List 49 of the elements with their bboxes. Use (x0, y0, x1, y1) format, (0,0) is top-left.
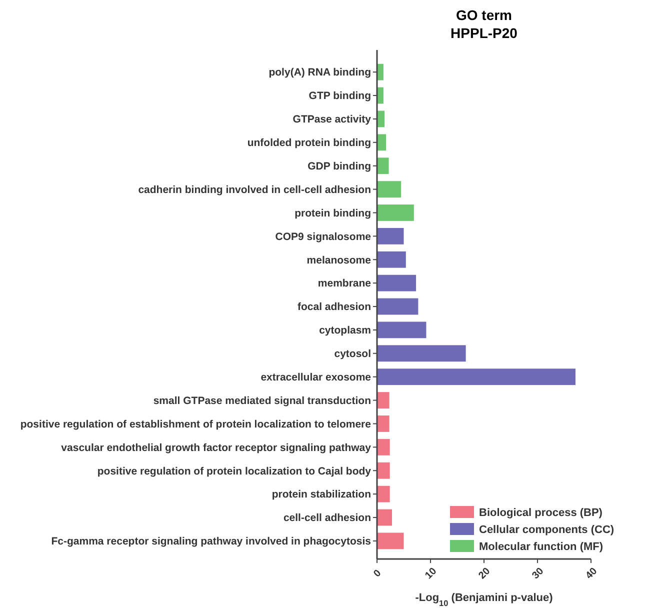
y-tick-label: cytoplasm (319, 324, 371, 337)
bar (377, 462, 390, 479)
bar (377, 228, 404, 244)
bar (377, 298, 418, 315)
y-tick-label: poly(A) RNA binding (268, 66, 371, 79)
chart-subtitle: HPPL-P20 (450, 25, 518, 41)
bar (377, 438, 390, 456)
y-tick-label: cytosol (334, 348, 372, 360)
bar (377, 416, 390, 432)
bar (377, 486, 390, 502)
y-tick-label: protein binding (294, 207, 371, 220)
y-tick-label: focal adhesion (297, 301, 371, 314)
x-tick-label: 40 (584, 566, 600, 582)
bar (377, 532, 404, 550)
x-tick-label: 20 (476, 566, 493, 582)
x-tick-label: 30 (530, 566, 546, 582)
y-tick-label: small GTPase mediated signal transduction (153, 394, 371, 407)
y-tick-label: membrane (318, 278, 372, 290)
x-axis-title: -Log$_{10}$ (Benjamini p-value) (415, 592, 554, 608)
y-tick-label: vascular endothelial growth factor receptor signaling pathway (61, 442, 372, 454)
y-tick-label: protein stabilization (272, 488, 371, 501)
y-tick-label: unfolded protein binding (247, 137, 371, 150)
bar (377, 322, 426, 338)
x-tick-label: 0 (372, 568, 384, 580)
legend-label: Biological process (BP) (479, 506, 603, 519)
bar (377, 181, 402, 198)
y-tick-label: extracellular exosome (260, 372, 372, 384)
bar (377, 251, 406, 268)
y-tick-label: cadherin binding involved in cell-cell adhesion (138, 184, 371, 196)
y-tick-label: COP9 signalosome (275, 230, 372, 243)
bar (377, 345, 466, 362)
bar (377, 368, 576, 386)
y-tick-label: melanosome (306, 254, 372, 266)
chart-title: GO term (456, 7, 512, 23)
bar (377, 204, 414, 221)
bar (377, 392, 390, 408)
y-tick-label: Fc-gamma receptor signaling pathway involved in phagocytosis (51, 536, 372, 548)
y-tick-label: positive regulation of protein localization to Cajal body (97, 465, 372, 478)
x-tick-label: 10 (423, 566, 440, 582)
y-tick-label: GTPase activity (292, 114, 372, 126)
y-tick-label: GTP binding (308, 90, 371, 102)
legend-label: Cellular components (CC) (479, 524, 614, 536)
legend-label: Molecular function (MF) (479, 540, 604, 553)
bar (377, 509, 392, 526)
y-tick-label: positive regulation of establishment of protein localization to telomere (20, 418, 372, 430)
y-tick-label: GDP binding (308, 160, 371, 173)
y-tick-label: cell-cell adhesion (283, 512, 371, 524)
bar (377, 274, 416, 292)
bar (377, 158, 389, 174)
